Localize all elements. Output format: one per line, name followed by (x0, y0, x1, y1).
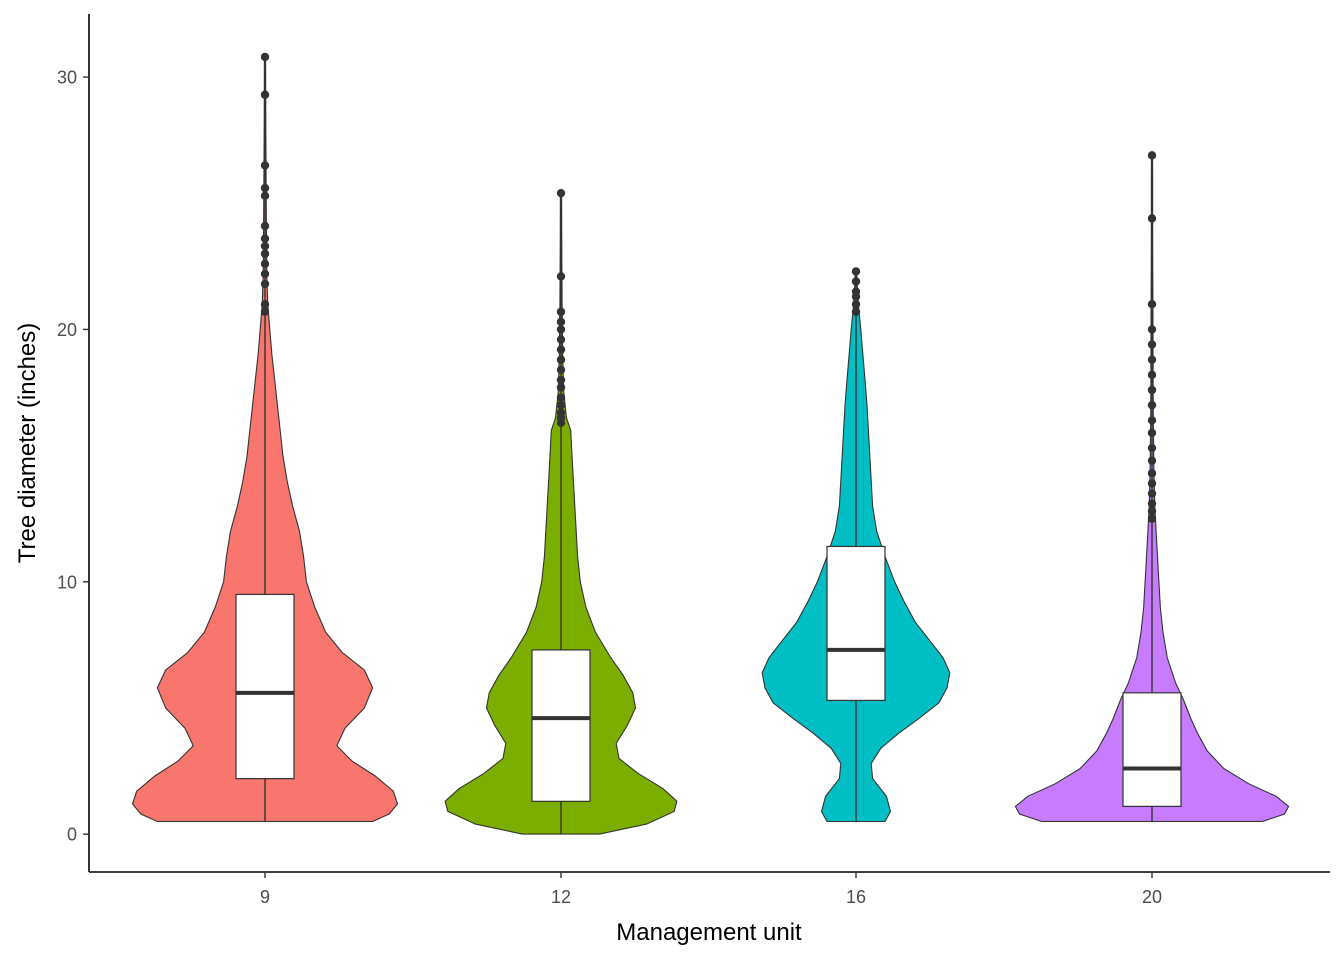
outlier-point (1147, 499, 1157, 508)
outlier-point (1147, 370, 1157, 380)
outlier-point (556, 272, 566, 281)
outlier-point (260, 269, 270, 279)
outlier-point (851, 287, 861, 296)
outlier-point (260, 307, 270, 316)
outlier-point (1147, 340, 1157, 349)
outlier-point (556, 400, 566, 410)
outlier-point (1147, 416, 1157, 425)
y-tick-label: 30 (57, 68, 77, 88)
outlier-point (556, 325, 566, 334)
outlier-point (1147, 355, 1157, 364)
outlier-point (260, 161, 270, 170)
axes (88, 14, 1330, 873)
y-axis-ticks: 0 10 20 30 (57, 68, 89, 845)
outlier-point (851, 277, 861, 286)
outlier-point (556, 335, 566, 344)
outlier-point (1147, 428, 1157, 438)
outlier-point (260, 183, 270, 193)
outlier-point (851, 307, 861, 316)
outlier-point (556, 355, 566, 364)
violin-group-20 (1014, 151, 1290, 823)
x-tick-label: 16 (846, 887, 866, 907)
violin-group-9 (131, 52, 399, 823)
violin-group-12 (444, 188, 678, 835)
outlier-point (260, 249, 270, 258)
x-tick-label: 9 (260, 887, 270, 907)
outlier-point (260, 241, 270, 251)
x-tick-label: 20 (1142, 887, 1162, 907)
outlier-point (556, 307, 566, 316)
outlier-point (1147, 385, 1157, 395)
box-16 (826, 545, 886, 702)
outlier-point (556, 383, 566, 392)
outlier-point (1147, 514, 1157, 523)
outlier-point (556, 317, 566, 327)
outlier-point (1147, 151, 1157, 160)
outlier-point (556, 188, 566, 198)
outlier-point (556, 408, 566, 417)
outlier-point (556, 375, 566, 385)
outlier-point (851, 300, 861, 309)
outlier-point (851, 267, 861, 276)
outlier-point (1147, 479, 1157, 488)
x-tick-label: 12 (551, 887, 571, 907)
outlier-point (556, 345, 566, 354)
outlier-point (1147, 443, 1157, 453)
outlier-point (556, 393, 566, 402)
outlier-point (1147, 214, 1157, 223)
outlier-point (1147, 489, 1157, 498)
box-9 (235, 593, 295, 780)
outlier-point (260, 300, 270, 309)
outlier-point (1147, 506, 1157, 516)
outlier-point (260, 90, 270, 99)
violin-group-16 (761, 267, 951, 823)
plot-area (131, 52, 1290, 835)
y-tick-label: 20 (57, 320, 77, 340)
y-tick-label: 0 (67, 825, 77, 845)
outlier-point (260, 221, 270, 231)
outlier-point (1147, 469, 1157, 478)
y-tick-label: 10 (57, 572, 77, 592)
outlier-point (1147, 456, 1157, 465)
x-axis-ticks: 9 12 16 20 (260, 872, 1162, 907)
outlier-point (1147, 300, 1157, 309)
outlier-point (260, 279, 270, 289)
outlier-point (1147, 325, 1157, 334)
x-axis-title: Management unit (616, 919, 802, 946)
outlier-point (260, 259, 270, 269)
box-20 (1122, 692, 1182, 807)
outlier-point (260, 52, 270, 62)
outlier-point (260, 191, 270, 200)
y-axis-title: Tree diameter (inches) (14, 323, 41, 564)
box-12 (531, 649, 591, 802)
outlier-point (556, 365, 566, 375)
outlier-point (260, 234, 270, 243)
outlier-point (1147, 400, 1157, 410)
